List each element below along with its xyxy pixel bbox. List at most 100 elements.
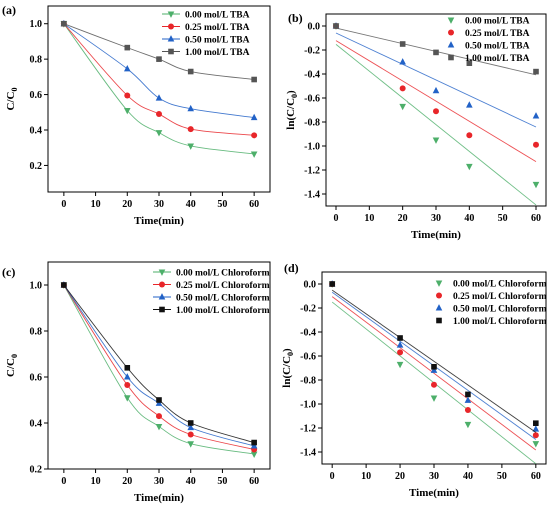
- data-point: [397, 349, 404, 356]
- legend-label: 0.25 mol/L TBA: [185, 23, 250, 33]
- legend-item: 0.00 mol/L TBA: [447, 16, 530, 26]
- x-tick-label: 10: [91, 199, 101, 210]
- legend-marker: [168, 48, 174, 55]
- data-point: [466, 132, 473, 139]
- y-tick-label: 0.2: [30, 465, 43, 476]
- legend-marker: [167, 11, 175, 18]
- legend-label: 0.50 mol/L TBA: [185, 35, 250, 45]
- data-point: [250, 151, 258, 158]
- legend-marker: [436, 317, 442, 324]
- y-tick-label: -1.0: [304, 142, 320, 153]
- y-tick-label: -0.4: [300, 328, 316, 339]
- legend-item: 0.25 mol/L Chloroform: [153, 281, 270, 291]
- y-tick-label: -0.6: [300, 352, 316, 363]
- legend-marker: [436, 292, 442, 299]
- data-point: [333, 23, 339, 29]
- y-tick-label: 0.0: [308, 22, 321, 33]
- data-point: [155, 423, 163, 431]
- data-point: [251, 132, 258, 139]
- fit-line: [335, 44, 537, 206]
- y-axis-title: C/C0: [5, 88, 19, 111]
- y-axis-title: ln(C/C0): [285, 90, 299, 130]
- fit-line: [335, 32, 537, 128]
- x-tick-label: 10: [91, 476, 101, 487]
- legend-label: 0.50 mol/L Chloroform: [453, 304, 547, 314]
- x-tick-label: 20: [122, 476, 132, 487]
- legend-label: 1.00 mol/L Chloroform: [176, 306, 270, 316]
- x-tick-label: 40: [463, 471, 473, 482]
- x-tick-label: 20: [398, 213, 408, 224]
- data-point: [396, 341, 404, 348]
- fit-line: [331, 289, 537, 433]
- y-tick-label: 0.4: [30, 419, 43, 430]
- legend-item: 0.00 mol/L Chloroform: [435, 279, 547, 289]
- legend-marker: [447, 41, 455, 48]
- data-point: [123, 373, 131, 380]
- series-3: [329, 281, 539, 433]
- x-axis-title: Time(min): [134, 492, 184, 504]
- chart-panel-d: 0 10 20 30 40 50 60 0.0 -0.2 -0.4 -0.6 -0.8 -1.0 -1.2…: [281, 261, 547, 499]
- series-3: [333, 23, 539, 76]
- data-point: [532, 441, 540, 448]
- legend-label: 0.00 mol/L TBA: [185, 10, 250, 20]
- legend-item: 0.50 mol/L Chloroform: [435, 304, 547, 314]
- x-tick-label: 50: [497, 471, 507, 482]
- x-tick-label: 0: [330, 471, 335, 482]
- data-point: [187, 143, 195, 150]
- x-axis-title: Time(min): [134, 215, 184, 227]
- legend-label: 0.50 mol/L Chloroform: [176, 293, 270, 303]
- legend-marker: [447, 17, 455, 24]
- x-tick-label: 0: [61, 199, 66, 210]
- x-axis-title: Time(min): [411, 229, 461, 241]
- data-point: [397, 335, 403, 341]
- data-point: [251, 439, 257, 446]
- legend-item: 0.50 mol/L TBA: [162, 35, 250, 45]
- data-point: [187, 431, 194, 438]
- x-tick-label: 10: [364, 213, 374, 224]
- data-point: [466, 101, 473, 108]
- data-point: [464, 396, 472, 403]
- legend-label: 0.00 mol/L Chloroform: [453, 279, 547, 289]
- fit-line: [335, 40, 537, 162]
- y-tick-label: 0.6: [30, 90, 43, 101]
- data-point: [123, 395, 131, 402]
- legend-marker: [448, 29, 454, 36]
- fit-line: [331, 296, 537, 451]
- x-tick-label: 30: [431, 213, 441, 224]
- y-tick-label: 0.4: [30, 126, 43, 137]
- data-point: [464, 407, 471, 413]
- data-point: [399, 103, 406, 111]
- panel-label: (a): [2, 3, 16, 17]
- legend-item: 0.00 mol/L TBA: [162, 10, 250, 20]
- y-tick-label: -0.8: [300, 376, 316, 387]
- data-point: [187, 441, 195, 448]
- data-point: [187, 420, 194, 426]
- legend-item: 0.25 mol/L Chloroform: [436, 292, 547, 302]
- data-point: [430, 366, 438, 373]
- data-point: [123, 108, 131, 115]
- data-point: [156, 413, 162, 420]
- data-point: [329, 281, 335, 287]
- chart-panel-b: 0 10 20 30 40 50 60 0.0 -0.2 -0.4 -0.6 -0.8 -1.0 -1.2…: [285, 11, 547, 241]
- data-point: [61, 20, 67, 27]
- data-point: [399, 41, 406, 47]
- data-point: [399, 58, 406, 65]
- x-tick-label: 60: [531, 471, 541, 482]
- y-tick-label: 0.8: [30, 55, 43, 66]
- legend-label: 0.25 mol/L TBA: [465, 29, 530, 39]
- x-tick-label: 50: [217, 199, 227, 210]
- data-point: [124, 92, 131, 99]
- data-point: [187, 104, 195, 112]
- x-tick-label: 0: [61, 476, 66, 487]
- y-tick-label: 0.0: [304, 280, 317, 291]
- y-tick-label: 1.0: [30, 281, 43, 292]
- data-point: [464, 421, 472, 429]
- y-axis-title: C/C0: [5, 354, 19, 377]
- data-point: [156, 56, 162, 62]
- y-tick-label: -1.2: [300, 424, 316, 435]
- data-point: [155, 130, 163, 137]
- y-tick-label: 0.2: [30, 161, 43, 172]
- legend-item: 1.00 mol/L TBA: [448, 54, 530, 64]
- legend-marker: [159, 281, 165, 288]
